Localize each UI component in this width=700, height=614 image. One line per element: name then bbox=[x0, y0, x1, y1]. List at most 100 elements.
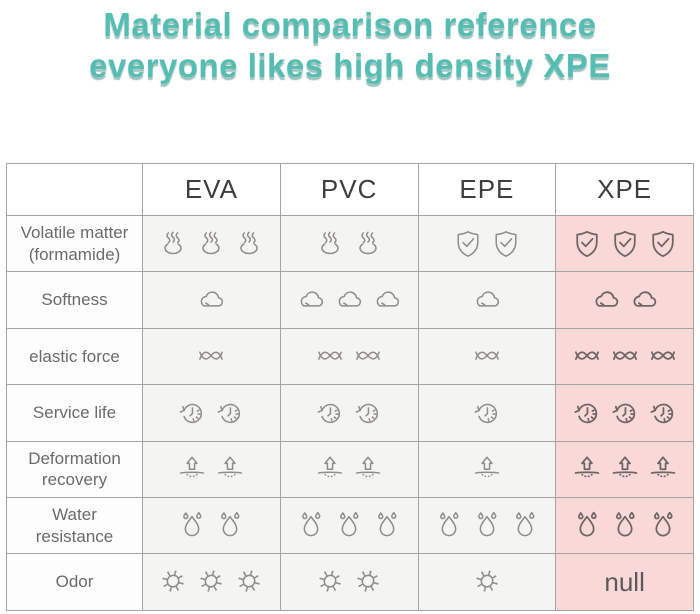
shield-check-icon bbox=[490, 228, 522, 260]
rating-icons bbox=[471, 397, 503, 429]
clock-refresh-icon bbox=[176, 397, 208, 429]
rating-cell-epe bbox=[418, 328, 557, 386]
rating-cell-eva bbox=[143, 328, 281, 386]
rating-cell-eva bbox=[143, 554, 281, 611]
page-title-line1: Material comparison reference bbox=[103, 6, 597, 43]
rating-cell-xpe bbox=[556, 272, 694, 329]
rating-cell-epe bbox=[418, 272, 557, 329]
water-drop-icon bbox=[471, 510, 503, 542]
rating-cell-eva bbox=[143, 385, 281, 442]
rating-cell-pvc bbox=[280, 328, 419, 386]
rating-icons bbox=[471, 284, 503, 316]
rating-icons bbox=[295, 284, 403, 316]
rebound-arrow-icon bbox=[214, 453, 246, 485]
rating-cell-pvc bbox=[280, 272, 419, 329]
rating-icons bbox=[295, 510, 403, 542]
steam-icon bbox=[314, 228, 346, 260]
steam-icon bbox=[157, 228, 189, 260]
row-label: Service life bbox=[7, 385, 143, 442]
spring-wave-icon bbox=[647, 340, 679, 372]
rating-icons bbox=[314, 228, 384, 260]
rebound-arrow-icon bbox=[471, 453, 503, 485]
rating-icons bbox=[571, 228, 679, 260]
null-value: null bbox=[604, 566, 645, 597]
rating-cell-pvc bbox=[280, 385, 419, 442]
germ-icon bbox=[233, 566, 265, 598]
rating-icons bbox=[314, 453, 384, 485]
rating-cell-pvc bbox=[280, 216, 419, 273]
germ-icon bbox=[195, 566, 227, 598]
column-header-eva: EVA bbox=[143, 164, 281, 216]
steam-icon bbox=[352, 228, 384, 260]
clock-refresh-icon bbox=[571, 397, 603, 429]
rating-icons bbox=[176, 510, 246, 542]
rating-icons bbox=[590, 284, 660, 316]
rating-icons bbox=[571, 397, 679, 429]
shield-check-icon bbox=[609, 228, 641, 260]
water-drop-icon bbox=[433, 510, 465, 542]
steam-icon bbox=[195, 228, 227, 260]
water-drop-icon bbox=[647, 510, 679, 542]
clock-refresh-icon bbox=[214, 397, 246, 429]
cloud-icon bbox=[590, 284, 622, 316]
rating-icons bbox=[571, 340, 679, 372]
column-header-epe: EPE bbox=[418, 164, 557, 216]
rating-icons bbox=[471, 453, 503, 485]
steam-icon bbox=[233, 228, 265, 260]
rating-cell-epe bbox=[418, 216, 557, 273]
spring-wave-icon bbox=[609, 340, 641, 372]
rating-icons bbox=[157, 228, 265, 260]
cloud-icon bbox=[295, 284, 327, 316]
rating-icons bbox=[176, 397, 246, 429]
germ-icon bbox=[471, 566, 503, 598]
row-label: Softness bbox=[7, 272, 143, 329]
cloud-icon bbox=[195, 284, 227, 316]
rating-cell-pvc bbox=[280, 497, 419, 555]
rebound-arrow-icon bbox=[352, 453, 384, 485]
rating-cell-xpe bbox=[556, 441, 694, 498]
rating-icons bbox=[471, 566, 503, 598]
rating-icons bbox=[471, 340, 503, 372]
rating-cell-eva bbox=[143, 216, 281, 273]
clock-refresh-icon bbox=[352, 397, 384, 429]
page-title-line2: everyone likes high density XPE bbox=[89, 46, 611, 84]
rating-icons bbox=[176, 453, 246, 485]
water-drop-icon bbox=[571, 510, 603, 542]
column-header-pvc: PVC bbox=[280, 164, 419, 216]
rebound-arrow-icon bbox=[571, 453, 603, 485]
rating-cell-xpe: null bbox=[556, 554, 694, 611]
page-title: Material comparison reference everyone l… bbox=[0, 0, 700, 86]
spring-wave-icon bbox=[571, 340, 603, 372]
water-drop-icon bbox=[609, 510, 641, 542]
water-drop-icon bbox=[333, 510, 365, 542]
rating-cell-eva bbox=[143, 441, 281, 498]
rebound-arrow-icon bbox=[176, 453, 208, 485]
germ-icon bbox=[352, 566, 384, 598]
rating-icons bbox=[157, 566, 265, 598]
rating-icons bbox=[314, 566, 384, 598]
rating-icons bbox=[571, 510, 679, 542]
rebound-arrow-icon bbox=[609, 453, 641, 485]
rating-cell-eva bbox=[143, 272, 281, 329]
spring-wave-icon bbox=[352, 340, 384, 372]
table-corner-cell bbox=[7, 164, 143, 216]
clock-refresh-icon bbox=[647, 397, 679, 429]
water-drop-icon bbox=[371, 510, 403, 542]
cloud-icon bbox=[628, 284, 660, 316]
rating-cell-epe bbox=[418, 554, 557, 611]
rating-icons bbox=[195, 284, 227, 316]
spring-wave-icon bbox=[471, 340, 503, 372]
row-label: Volatile matter (formamide) bbox=[7, 216, 143, 273]
water-drop-icon bbox=[176, 510, 208, 542]
row-label: Water resistance bbox=[7, 497, 143, 555]
germ-icon bbox=[314, 566, 346, 598]
rebound-arrow-icon bbox=[314, 453, 346, 485]
cloud-icon bbox=[333, 284, 365, 316]
rating-icons bbox=[195, 340, 227, 372]
rating-cell-eva bbox=[143, 497, 281, 555]
rating-cell-epe bbox=[418, 385, 557, 442]
comparison-table: EVA PVC EPE XPE Volatile matter (formamide) S… bbox=[6, 163, 694, 611]
rating-icons bbox=[314, 340, 384, 372]
rating-cell-epe bbox=[418, 441, 557, 498]
